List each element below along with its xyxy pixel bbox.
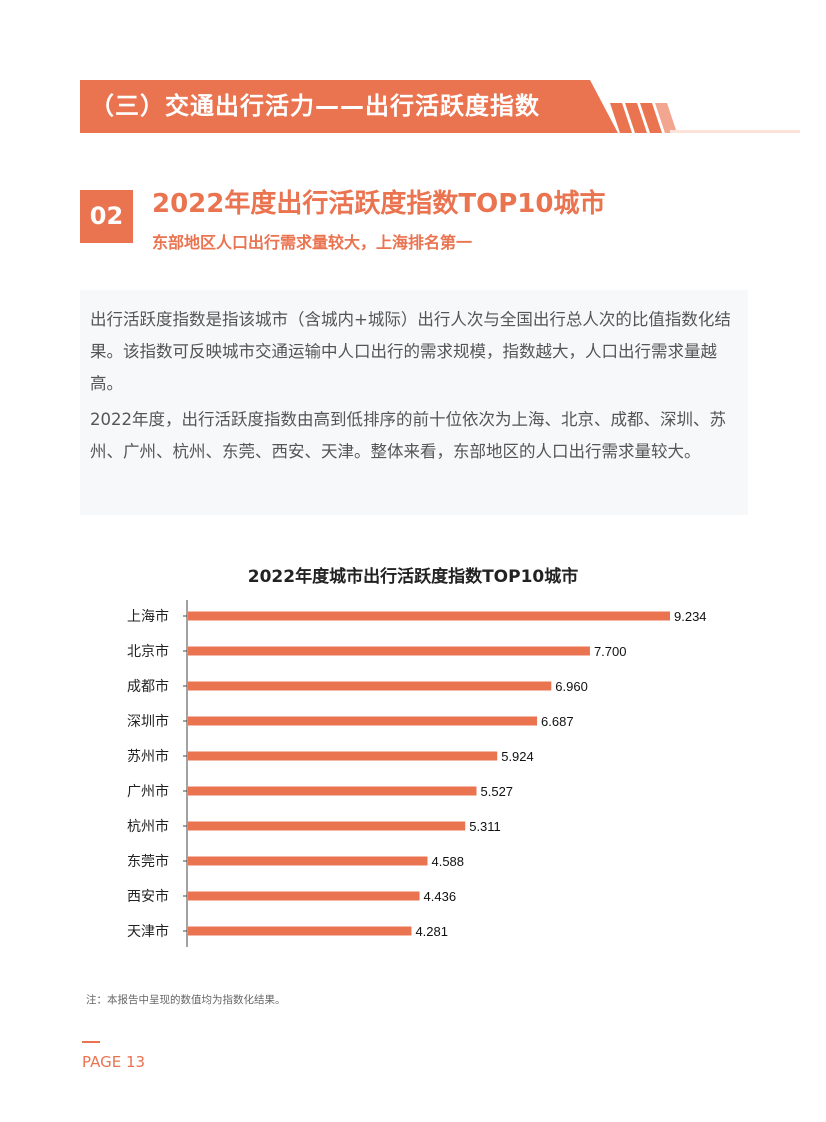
section-subtitle: 东部地区人口出行需求量较大，上海排名第一	[152, 233, 473, 252]
value-label: 7.700	[594, 644, 627, 659]
value-label: 5.311	[469, 819, 501, 834]
value-label: 6.687	[541, 714, 574, 729]
category-label: 成都市	[127, 678, 169, 695]
value-label: 6.960	[555, 679, 588, 694]
banner-background	[80, 80, 800, 133]
bar	[188, 786, 477, 796]
category-label: 西安市	[127, 888, 169, 905]
page-number: PAGE 13	[82, 1053, 146, 1071]
bar	[188, 751, 498, 761]
bar-chart: 上海市 9.234 北京市 7.700 成都市 6.960 深圳市 6.687 苏州市 5.924…	[127, 600, 707, 947]
footnote: 注：本报告中呈现的数值均为指数化结果。	[86, 994, 286, 1006]
description-box: 出行活跃度指数是指该城市（含城内+城际）出行人次与全国出行总人次的比值指数化结果…	[80, 290, 748, 515]
category-label: 东莞市	[127, 853, 169, 870]
page-divider	[82, 1041, 100, 1043]
category-label: 广州市	[127, 783, 169, 800]
category-label: 深圳市	[127, 713, 169, 730]
paragraph-1: 出行活跃度指数是指该城市（含城内+城际）出行人次与全国出行总人次的比值指数化结果…	[90, 310, 731, 393]
value-label: 4.281	[415, 924, 448, 939]
bar	[188, 891, 420, 901]
category-label: 上海市	[127, 608, 169, 625]
value-label: 5.527	[481, 784, 514, 799]
bar	[188, 716, 538, 726]
bar	[188, 821, 466, 831]
paragraph-2: 2022年度，出行活跃度指数由高到低排序的前十位依次为上海、北京、成都、深圳、苏…	[90, 410, 726, 461]
bar	[188, 856, 428, 866]
value-label: 4.436	[424, 889, 457, 904]
section-title: 2022年度出行活跃度指数TOP10城市	[152, 189, 606, 219]
category-label: 天津市	[127, 923, 169, 940]
value-label: 4.588	[431, 854, 464, 869]
bar	[188, 611, 671, 621]
bar	[188, 681, 552, 691]
section-number: 02	[80, 190, 133, 243]
value-label: 9.234	[674, 609, 707, 624]
category-label: 杭州市	[127, 818, 169, 835]
value-label: 5.924	[501, 749, 534, 764]
bar	[188, 926, 412, 936]
bar	[188, 646, 590, 656]
chart-title: 2022年度城市出行活跃度指数TOP10城市	[247, 567, 579, 587]
category-label: 北京市	[127, 643, 169, 660]
section-banner: （三）交通出行活力——出行活跃度指数	[80, 80, 800, 133]
section-heading: （三）交通出行活力——出行活跃度指数	[90, 92, 540, 120]
category-label: 苏州市	[127, 748, 169, 765]
